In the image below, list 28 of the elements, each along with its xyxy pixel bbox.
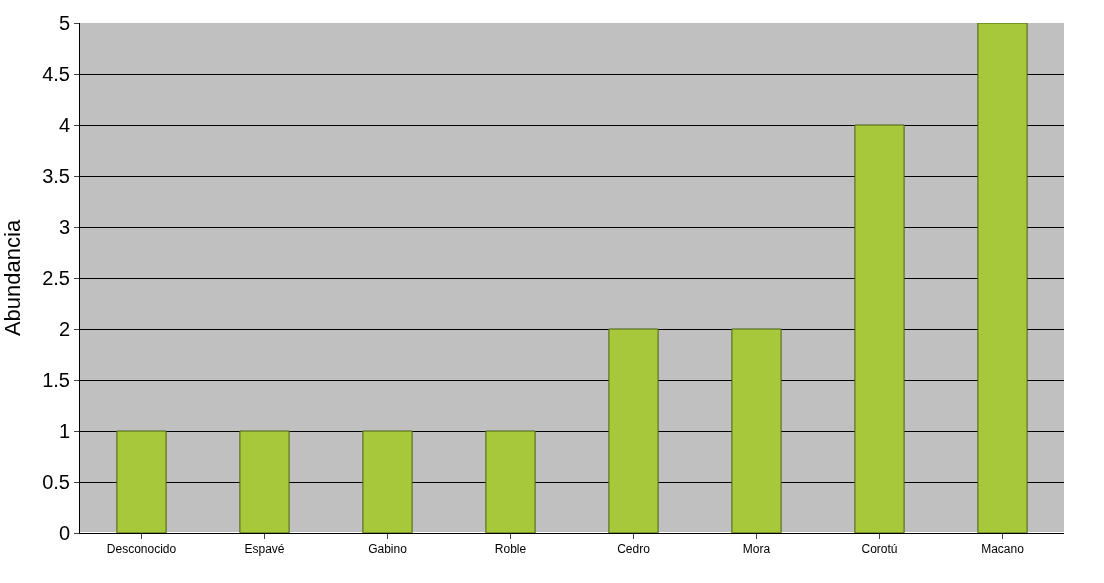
y-tick-label: 2.5 bbox=[42, 267, 70, 289]
bar bbox=[731, 328, 782, 533]
y-tick-label: 4.5 bbox=[42, 63, 70, 85]
y-tick-label: 2 bbox=[58, 318, 70, 340]
x-tick-label: Mora bbox=[742, 542, 771, 557]
bar bbox=[116, 430, 167, 533]
x-tick-label: Espavé bbox=[244, 542, 285, 557]
y-tick-label: 1 bbox=[58, 420, 70, 442]
y-tick-label: 0.5 bbox=[42, 471, 70, 493]
y-tick-label: 3 bbox=[58, 216, 70, 238]
bar bbox=[977, 23, 1028, 533]
x-tick-label: Macano bbox=[981, 542, 1025, 557]
y-tick-label: 5 bbox=[58, 12, 70, 34]
y-tick-label: 4 bbox=[58, 114, 70, 136]
y-tick-label: 0 bbox=[58, 522, 70, 544]
y-axis-title: Abundancia bbox=[0, 219, 25, 337]
x-tick-label: Cedro bbox=[617, 542, 651, 557]
bar bbox=[485, 430, 536, 533]
bar bbox=[608, 328, 659, 533]
x-tick-label: Desconocido bbox=[106, 542, 177, 557]
bar bbox=[362, 430, 413, 533]
x-tick-label: Corotú bbox=[861, 542, 898, 557]
bar bbox=[854, 124, 905, 533]
x-tick-label: Roble bbox=[494, 542, 527, 557]
x-tick-label: Gabino bbox=[368, 542, 408, 557]
bar bbox=[239, 430, 290, 533]
y-tick-label: 3.5 bbox=[42, 165, 70, 187]
y-tick-label: 1.5 bbox=[42, 369, 70, 391]
